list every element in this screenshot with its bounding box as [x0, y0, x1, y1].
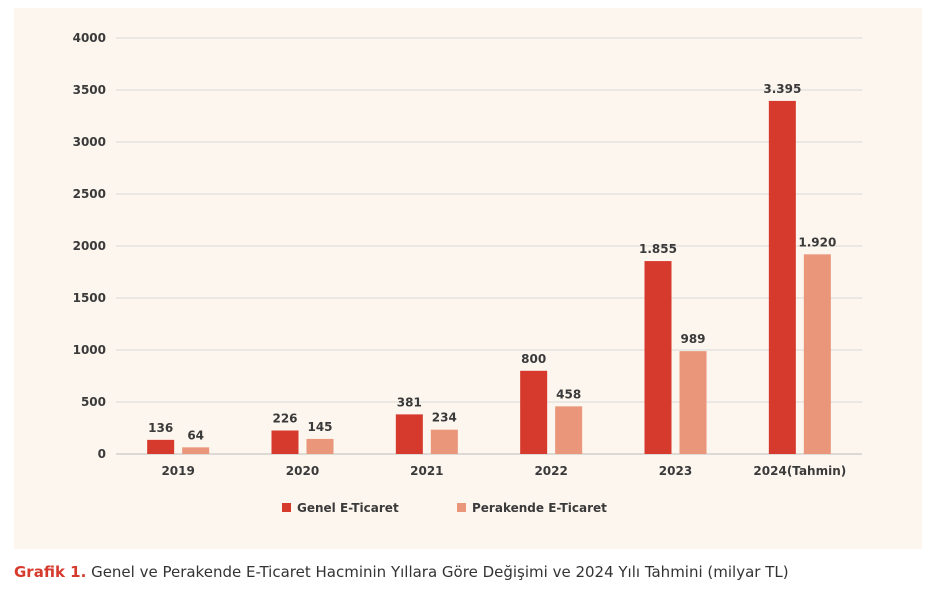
y-tick-label: 1000: [73, 343, 106, 357]
bar-genel: [395, 414, 423, 454]
x-tick-label: 2022: [534, 464, 567, 478]
bar-genel: [147, 439, 175, 454]
y-tick-label: 2500: [73, 187, 106, 201]
chart-panel: 0 500 1000 1500 2000 2500 3000 3500 4000 136 64 201…: [14, 8, 922, 549]
y-tick-label: 2000: [73, 239, 106, 253]
data-label: 64: [187, 428, 204, 442]
bar-perakende: [803, 254, 831, 454]
data-label: 3.395: [763, 82, 801, 96]
legend-swatch: [282, 503, 291, 512]
x-tick-label: 2019: [161, 464, 194, 478]
bar-perakende: [679, 351, 707, 454]
bar-perakende: [555, 406, 583, 454]
x-tick-label: 2020: [286, 464, 319, 478]
figure-caption: Grafik 1. Genel ve Perakende E-Ticaret H…: [14, 563, 789, 581]
data-label: 1.855: [639, 242, 677, 256]
y-tick-label: 4000: [73, 31, 106, 45]
bar-genel: [271, 430, 299, 454]
data-label: 226: [272, 411, 297, 425]
data-label: 381: [397, 395, 422, 409]
bar-chart: 0 500 1000 1500 2000 2500 3000 3500 4000 136 64 201…: [73, 31, 862, 515]
x-tick-label: 2023: [659, 464, 692, 478]
y-tick-label: 1500: [73, 291, 106, 305]
bar-genel: [520, 370, 548, 454]
bar-perakende: [306, 438, 334, 454]
data-label: 1.920: [798, 235, 836, 249]
bar-genel: [768, 100, 796, 455]
data-label: 800: [521, 352, 546, 366]
data-label: 458: [556, 387, 581, 401]
y-tick-label: 0: [98, 447, 106, 461]
y-tick-label: 500: [81, 395, 106, 409]
bar-perakende: [182, 447, 210, 454]
legend-swatch: [457, 503, 466, 512]
data-label: 145: [307, 420, 332, 434]
data-label: 234: [432, 411, 457, 425]
legend-label: Perakende E-Ticaret: [472, 501, 607, 515]
bar-perakende: [430, 429, 458, 454]
bar-genel: [644, 261, 672, 454]
data-label: 989: [680, 332, 705, 346]
caption-prefix: Grafik 1.: [14, 563, 87, 581]
legend-label: Genel E-Ticaret: [297, 501, 399, 515]
x-tick-label: 2021: [410, 464, 443, 478]
data-label: 136: [148, 421, 173, 435]
y-tick-label: 3000: [73, 135, 106, 149]
y-tick-label: 3500: [73, 83, 106, 97]
caption-text: Genel ve Perakende E-Ticaret Hacminin Yı…: [86, 563, 789, 581]
x-tick-label: 2024(Tahmin): [753, 464, 846, 478]
